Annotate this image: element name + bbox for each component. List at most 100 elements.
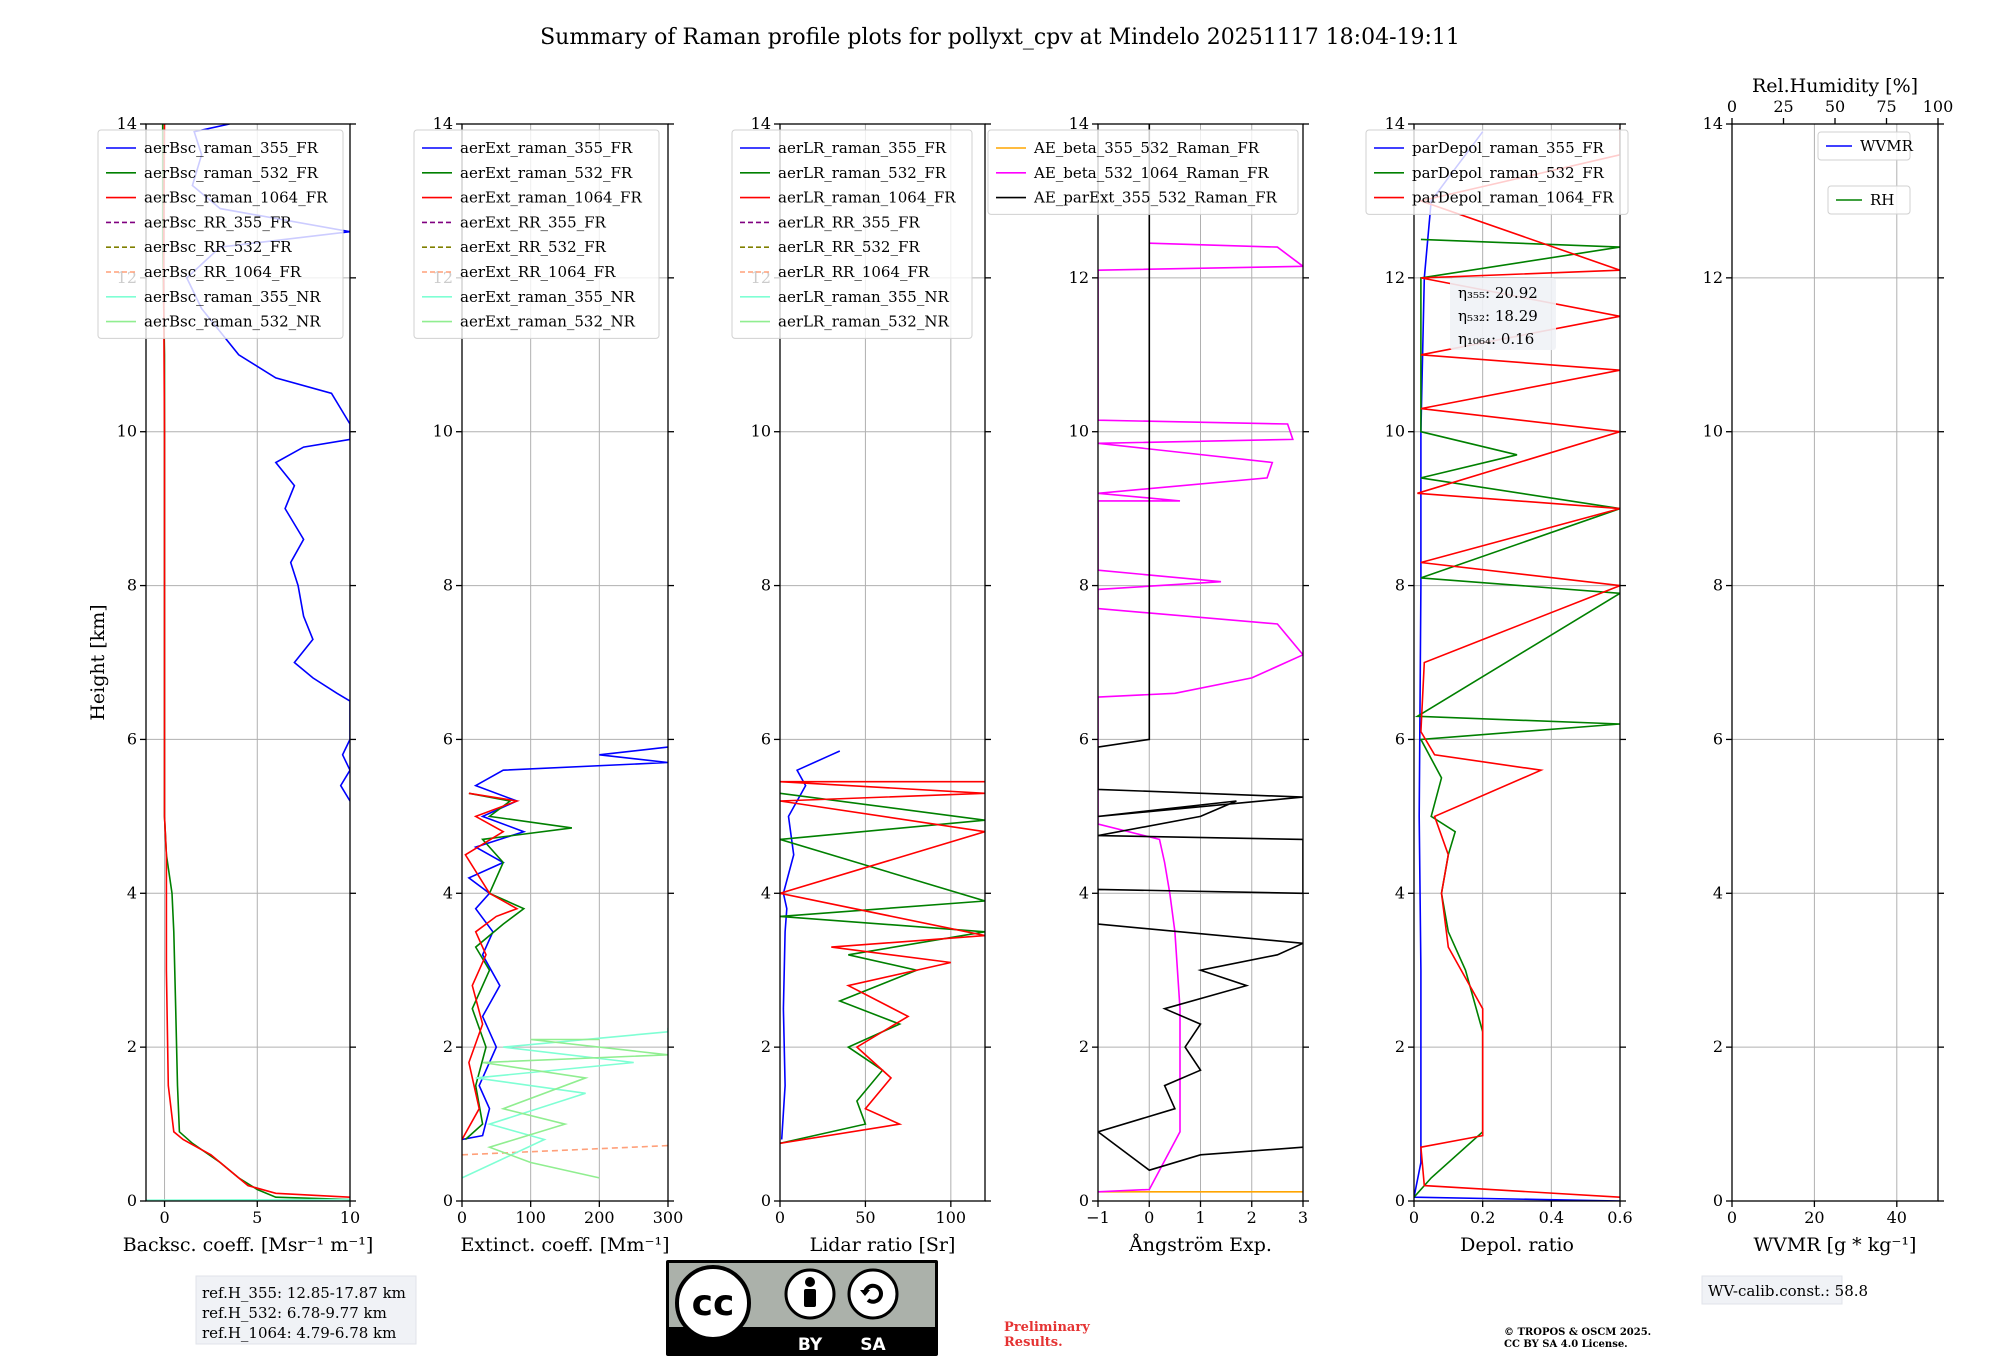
legend-label: aerBsc_RR_1064_FR — [144, 263, 302, 281]
legend-label: aerLR_RR_355_FR — [778, 213, 920, 231]
x-tick-label: 0 — [1144, 1208, 1154, 1227]
y-tick-label: 12 — [1069, 268, 1089, 287]
series-aerExt_RR_1064_FR — [462, 1144, 668, 1156]
preliminary-text-1: Preliminary — [1004, 1320, 1090, 1335]
series-aerLR_raman_532_FR — [780, 792, 985, 1145]
y-tick-label: 12 — [1385, 268, 1405, 287]
top-axis-label: Rel.Humidity [%] — [1752, 75, 1918, 97]
legend-label: aerBsc_raman_355_FR — [144, 139, 319, 157]
legend-label: aerBsc_raman_1064_FR — [144, 189, 328, 207]
y-tick-label: 10 — [1703, 422, 1723, 441]
x-tick-label: 100 — [936, 1208, 967, 1227]
x-tick-label: 0.6 — [1607, 1208, 1632, 1227]
x-axis-label: Depol. ratio — [1460, 1234, 1574, 1256]
y-tick-label: 10 — [117, 422, 137, 441]
y-tick-label: 4 — [127, 883, 137, 902]
ref-height-box: ref.H_355: 12.85-17.87 km ref.H_532: 6.7… — [195, 1275, 417, 1345]
axes-frame — [461, 123, 669, 1202]
legend-WVMR: WVMR — [1817, 131, 1914, 161]
x-tick-label: 2 — [1247, 1208, 1257, 1227]
top-tick-label: 75 — [1876, 97, 1896, 116]
x-tick-label: 0 — [159, 1208, 169, 1227]
legend-label: aerLR_raman_532_NR — [778, 313, 949, 331]
y-tick-label: 10 — [433, 422, 453, 441]
series-aerLR_raman_355_FR — [780, 750, 841, 1140]
y-tick-label: 0 — [761, 1191, 771, 1210]
wv-calib-box: WV-calib.const.: 58.8 — [1701, 1275, 1868, 1305]
wv-calib-text: WV-calib.const.: 58.8 — [1708, 1282, 1868, 1300]
y-axis-label: Height [km] — [87, 604, 109, 720]
y-tick-label: 2 — [443, 1037, 453, 1056]
legend-label: aerLR_raman_532_FR — [778, 164, 947, 182]
y-tick-label: 4 — [1395, 883, 1405, 902]
figure-title: Summary of Raman profile plots for polly… — [540, 25, 1460, 50]
y-tick-label: 8 — [1395, 576, 1405, 595]
x-axis-label: Ångström Exp. — [1128, 1234, 1272, 1256]
x-tick-label: 0.2 — [1470, 1208, 1495, 1227]
x-tick-label: 0 — [457, 1208, 467, 1227]
y-tick-label: 10 — [751, 422, 771, 441]
series-AE_parExt_355_532_Raman_FR — [1098, 124, 1303, 1172]
legend-label: aerBsc_raman_532_NR — [144, 313, 321, 331]
ref-height-1064: ref.H_1064: 4.79-6.78 km — [202, 1324, 396, 1342]
y-tick-label: 0 — [1713, 1191, 1723, 1210]
y-tick-label: 10 — [1385, 422, 1405, 441]
x-tick-label: 0 — [775, 1208, 785, 1227]
y-tick-label: 14 — [751, 114, 771, 133]
eta-annotation: η₃₅₅: 20.92 η₅₃₂: 18.29 η₁₀₆₄: 0.16 — [1450, 278, 1556, 350]
copyright-text-1: © TROPOS & OSCM 2025. — [1504, 1327, 1651, 1338]
y-tick-label: 8 — [443, 576, 453, 595]
legend-label: parDepol_raman_532_FR — [1412, 164, 1605, 182]
series-aerExt_raman_532_FR — [464, 792, 573, 1141]
y-tick-label: 4 — [761, 883, 771, 902]
legend-label: aerBsc_RR_355_FR — [144, 213, 292, 231]
legend: AE_beta_355_532_Raman_FR AE_beta_532_1064… — [987, 129, 1299, 215]
x-tick-label: 300 — [653, 1208, 684, 1227]
preliminary-text-2: Results. — [1004, 1335, 1063, 1350]
legend-label: aerLR_RR_1064_FR — [778, 263, 930, 281]
x-tick-label: −1 — [1086, 1208, 1110, 1227]
y-tick-label: 0 — [127, 1191, 137, 1210]
top-tick-label: 50 — [1825, 97, 1845, 116]
legend-label: aerExt_raman_532_NR — [460, 313, 636, 331]
y-tick-label: 2 — [127, 1037, 137, 1056]
x-tick-label: 20 — [1804, 1208, 1824, 1227]
top-tick-label: 0 — [1727, 97, 1737, 116]
y-tick-label: 6 — [761, 729, 771, 748]
x-tick-label: 10 — [340, 1208, 360, 1227]
sa-share-icon — [847, 1268, 899, 1320]
sa-label: SA — [860, 1335, 886, 1355]
legend: aerBsc_raman_355_FR aerBsc_raman_532_FRae… — [97, 129, 344, 339]
cc-license-badge: cc BY SA — [666, 1260, 938, 1356]
y-tick-label: 8 — [1713, 576, 1723, 595]
x-tick-label: 50 — [855, 1208, 875, 1227]
y-tick-label: 14 — [433, 114, 453, 133]
legend-label: aerExt_RR_532_FR — [460, 238, 607, 256]
eta-line: η₃₅₅: 20.92 — [1458, 284, 1538, 302]
series-aerExt_raman_1064_FR — [462, 792, 521, 1140]
legend-label: AE_beta_532_1064_Raman_FR — [1033, 164, 1269, 182]
ref-height-355: ref.H_355: 12.85-17.87 km — [202, 1284, 406, 1302]
top-tick-label: 25 — [1773, 97, 1793, 116]
legend-label: aerBsc_raman_355_NR — [144, 288, 321, 306]
x-axis-label: Extinct. coeff. [Mm⁻¹] — [460, 1234, 669, 1256]
top-tick-label: 100 — [1923, 97, 1954, 116]
y-tick-label: 2 — [1713, 1037, 1723, 1056]
x-axis-label: WVMR [g * kg⁻¹] — [1754, 1234, 1917, 1256]
legend-label: parDepol_raman_1064_FR — [1412, 189, 1614, 207]
y-tick-label: 10 — [1069, 422, 1089, 441]
legend-label: aerLR_raman_355_NR — [778, 288, 949, 306]
legend-label: aerBsc_raman_532_FR — [144, 164, 319, 182]
eta-line: η₁₀₆₄: 0.16 — [1458, 330, 1534, 348]
legend-label: aerLR_raman_355_FR — [778, 139, 947, 157]
y-tick-label: 0 — [1079, 1191, 1089, 1210]
y-tick-label: 6 — [443, 729, 453, 748]
legend-label: AE_beta_355_532_Raman_FR — [1033, 139, 1260, 157]
cc-icon — [675, 1265, 751, 1341]
series-aerExt_raman_355_FR — [462, 746, 668, 1141]
y-tick-label: 14 — [1703, 114, 1723, 133]
panel-3: 05010002468101214Lidar ratio [Sr]aerLR_r… — [731, 114, 991, 1256]
series-parDepol_raman_532_FR — [1414, 238, 1620, 1198]
legend-label: aerExt_raman_1064_FR — [460, 189, 642, 207]
